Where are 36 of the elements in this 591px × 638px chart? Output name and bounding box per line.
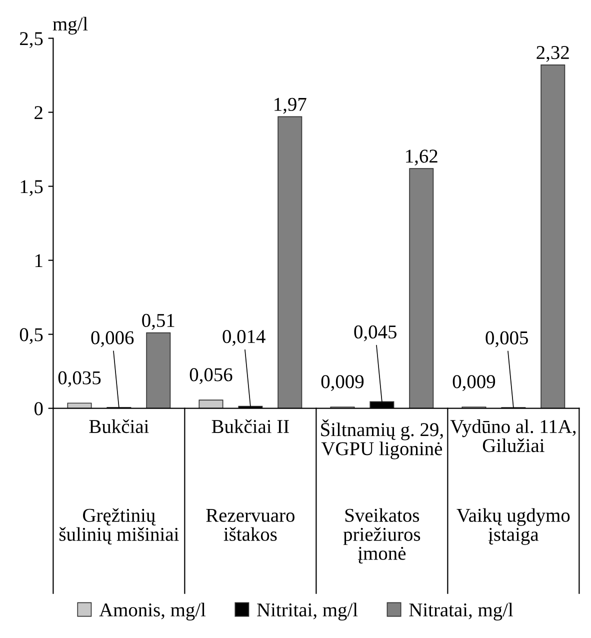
x-tick-label: Bukčiai bbox=[89, 419, 149, 434]
text: Vaikų ugdymo įstaiga bbox=[456, 508, 570, 545]
data-label: 0,009 bbox=[321, 375, 364, 392]
data-label: 0,51 bbox=[142, 314, 174, 330]
bar bbox=[198, 400, 224, 408]
data-label: 0,009 bbox=[452, 375, 496, 392]
y-tick-label: 0 bbox=[34, 402, 43, 416]
bar bbox=[67, 402, 92, 408]
bar bbox=[409, 168, 434, 408]
data-label: 0,005 bbox=[486, 331, 528, 348]
data-label: 0,006 bbox=[91, 331, 134, 348]
y-tick-label: 1 bbox=[35, 254, 42, 268]
legend-label: Nitritai, mg/l bbox=[257, 602, 358, 620]
data-label: 1,62 bbox=[406, 150, 438, 166]
data-label: 0,014 bbox=[222, 330, 266, 346]
legend-label: Nitratai, mg/l bbox=[409, 602, 513, 620]
legend-label: Amonis, mg/l bbox=[99, 602, 206, 620]
y-tick-label: 2,5 bbox=[20, 32, 43, 48]
y-tick-label: 0,5 bbox=[20, 328, 43, 344]
bar bbox=[278, 116, 302, 408]
y-tick-label: 2 bbox=[34, 106, 42, 120]
text: Gręžtinių šulinių mišiniai bbox=[60, 508, 179, 545]
x-tick-label: Bukčiai II bbox=[212, 419, 289, 434]
data-label: 1,97 bbox=[274, 98, 306, 114]
text: Sveikatos priežiuros įmonė bbox=[343, 508, 420, 564]
y-axis-title: mg/l bbox=[52, 16, 88, 35]
data-label: 0,056 bbox=[190, 368, 232, 384]
bar bbox=[540, 64, 566, 408]
data-label: 0,045 bbox=[354, 325, 396, 342]
bar bbox=[146, 332, 171, 408]
text: Rezervuaro ištakos bbox=[206, 508, 294, 541]
x-tick-label: Vydūno al. 11A, Gilužiai bbox=[450, 419, 576, 452]
data-label: 2,32 bbox=[536, 46, 569, 62]
data-label: 0,035 bbox=[58, 371, 101, 388]
y-tick-label: 1,5 bbox=[20, 180, 43, 196]
x-tick-label: Šiltnamių g. 29, VGPU ligoninė bbox=[321, 419, 443, 460]
